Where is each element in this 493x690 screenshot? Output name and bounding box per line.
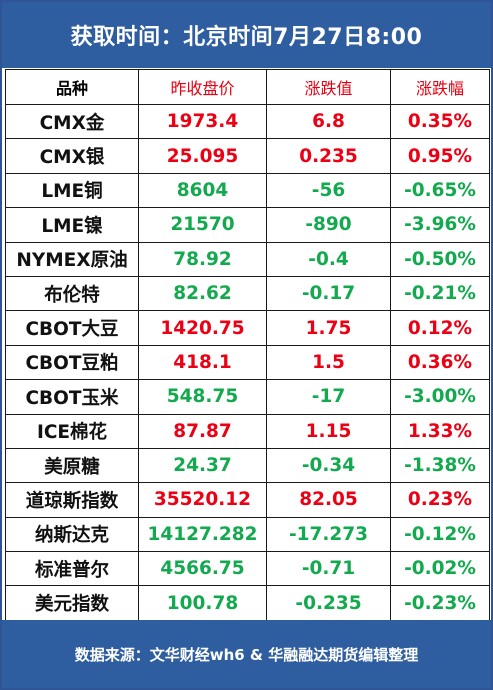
commodity-name: CMX银 <box>5 138 139 174</box>
previous-close: 418.1 <box>138 344 267 381</box>
commodity-name: CBOT大豆 <box>5 310 139 346</box>
previous-close: 14127.282 <box>138 516 267 553</box>
data-source-note: 数据来源：文华财经wh6 & 华融融达期货编辑整理 <box>2 620 491 688</box>
previous-close: 100.78 <box>138 585 267 621</box>
change-value: 82.05 <box>266 482 391 518</box>
previous-close: 25.095 <box>138 138 267 174</box>
table-row: ICE棉花 87.87 1.15 1.33% <box>5 413 490 449</box>
commodity-name: LME镍 <box>5 207 139 243</box>
table-row: CMX金 1973.4 6.8 0.35% <box>5 103 490 140</box>
change-value: 1.15 <box>266 413 391 449</box>
commodity-name: NYMEX原油 <box>5 241 139 277</box>
previous-close: 8604 <box>138 172 267 209</box>
change-value: -56 <box>266 172 391 209</box>
column-header-change: 涨跌值 <box>266 69 391 105</box>
table-row: CMX银 25.095 0.235 0.95% <box>5 138 490 174</box>
table-row: 道琼斯指数 35520.12 82.05 0.23% <box>5 482 490 518</box>
previous-close: 82.62 <box>138 275 267 312</box>
commodity-name: 纳斯达克 <box>5 516 139 553</box>
change-value: 6.8 <box>266 103 391 140</box>
commodity-name: 美原糖 <box>5 447 139 484</box>
table-row: 美元指数 100.78 -0.235 -0.23% <box>5 585 490 621</box>
column-header-name: 品种 <box>5 69 139 105</box>
table-row: CBOT豆粕 418.1 1.5 0.36% <box>5 344 490 381</box>
previous-close: 87.87 <box>138 413 267 449</box>
commodity-name: 道琼斯指数 <box>5 482 139 518</box>
quote-table: 品种 昨收盘价 涨跌值 涨跌幅 CMX金 1973.4 6.8 0.35% CMX银 25… <box>5 69 490 621</box>
change-percent: -0.50% <box>390 241 490 277</box>
commodity-name: CBOT豆粕 <box>5 344 139 381</box>
previous-close: 1420.75 <box>138 310 267 346</box>
change-value: -0.235 <box>266 585 391 621</box>
table-row: 标准普尔 4566.75 -0.71 -0.02% <box>5 551 490 587</box>
change-percent: 0.36% <box>390 344 490 381</box>
table-row: 布伦特 82.62 -0.17 -0.21% <box>5 275 490 312</box>
change-percent: -1.38% <box>390 447 490 484</box>
column-header-close: 昨收盘价 <box>138 69 267 105</box>
change-percent: -0.23% <box>390 585 490 621</box>
table-row: CBOT大豆 1420.75 1.75 0.12% <box>5 310 490 346</box>
change-percent: 0.12% <box>390 310 490 346</box>
change-percent: 1.33% <box>390 413 490 449</box>
commodity-name: ICE棉花 <box>5 413 139 449</box>
table-row: CBOT玉米 548.75 -17 -3.00% <box>5 379 490 415</box>
change-percent: 0.95% <box>390 138 490 174</box>
commodity-name: 布伦特 <box>5 275 139 312</box>
change-value: 1.5 <box>266 344 391 381</box>
change-percent: 0.35% <box>390 103 490 140</box>
previous-close: 35520.12 <box>138 482 267 518</box>
commodity-name: 标准普尔 <box>5 551 139 587</box>
change-value: -0.71 <box>266 551 391 587</box>
change-value: -0.17 <box>266 275 391 312</box>
commodity-name: CBOT玉米 <box>5 379 139 415</box>
commodity-name: CMX金 <box>5 103 139 140</box>
change-value: 1.75 <box>266 310 391 346</box>
table-row: LME铜 8604 -56 -0.65% <box>5 172 490 209</box>
change-percent: -0.12% <box>390 516 490 553</box>
change-value: -0.34 <box>266 447 391 484</box>
commodity-name: LME铜 <box>5 172 139 209</box>
table-row: NYMEX原油 78.92 -0.4 -0.50% <box>5 241 490 277</box>
change-percent: -0.21% <box>390 275 490 312</box>
previous-close: 24.37 <box>138 447 267 484</box>
previous-close: 21570 <box>138 207 267 243</box>
table-header-row: 品种 昨收盘价 涨跌值 涨跌幅 <box>5 69 490 105</box>
column-header-percent: 涨跌幅 <box>390 69 490 105</box>
change-percent: 0.23% <box>390 482 490 518</box>
change-percent: -0.65% <box>390 172 490 209</box>
table-row: 美原糖 24.37 -0.34 -1.38% <box>5 447 490 484</box>
change-value: -17 <box>266 379 391 415</box>
change-percent: -3.00% <box>390 379 490 415</box>
change-value: -17.273 <box>266 516 391 553</box>
change-value: -0.4 <box>266 241 391 277</box>
table-row: LME镍 21570 -890 -3.96% <box>5 207 490 243</box>
previous-close: 4566.75 <box>138 551 267 587</box>
change-value: 0.235 <box>266 138 391 174</box>
commodity-name: 美元指数 <box>5 585 139 621</box>
previous-close: 78.92 <box>138 241 267 277</box>
change-percent: -3.96% <box>390 207 490 243</box>
change-percent: -0.02% <box>390 551 490 587</box>
table-row: 纳斯达克 14127.282 -17.273 -0.12% <box>5 516 490 553</box>
previous-close: 1973.4 <box>138 103 267 140</box>
change-value: -890 <box>266 207 391 243</box>
page-title: 获取时间：北京时间7月27日8:00 <box>2 2 491 68</box>
previous-close: 548.75 <box>138 379 267 415</box>
